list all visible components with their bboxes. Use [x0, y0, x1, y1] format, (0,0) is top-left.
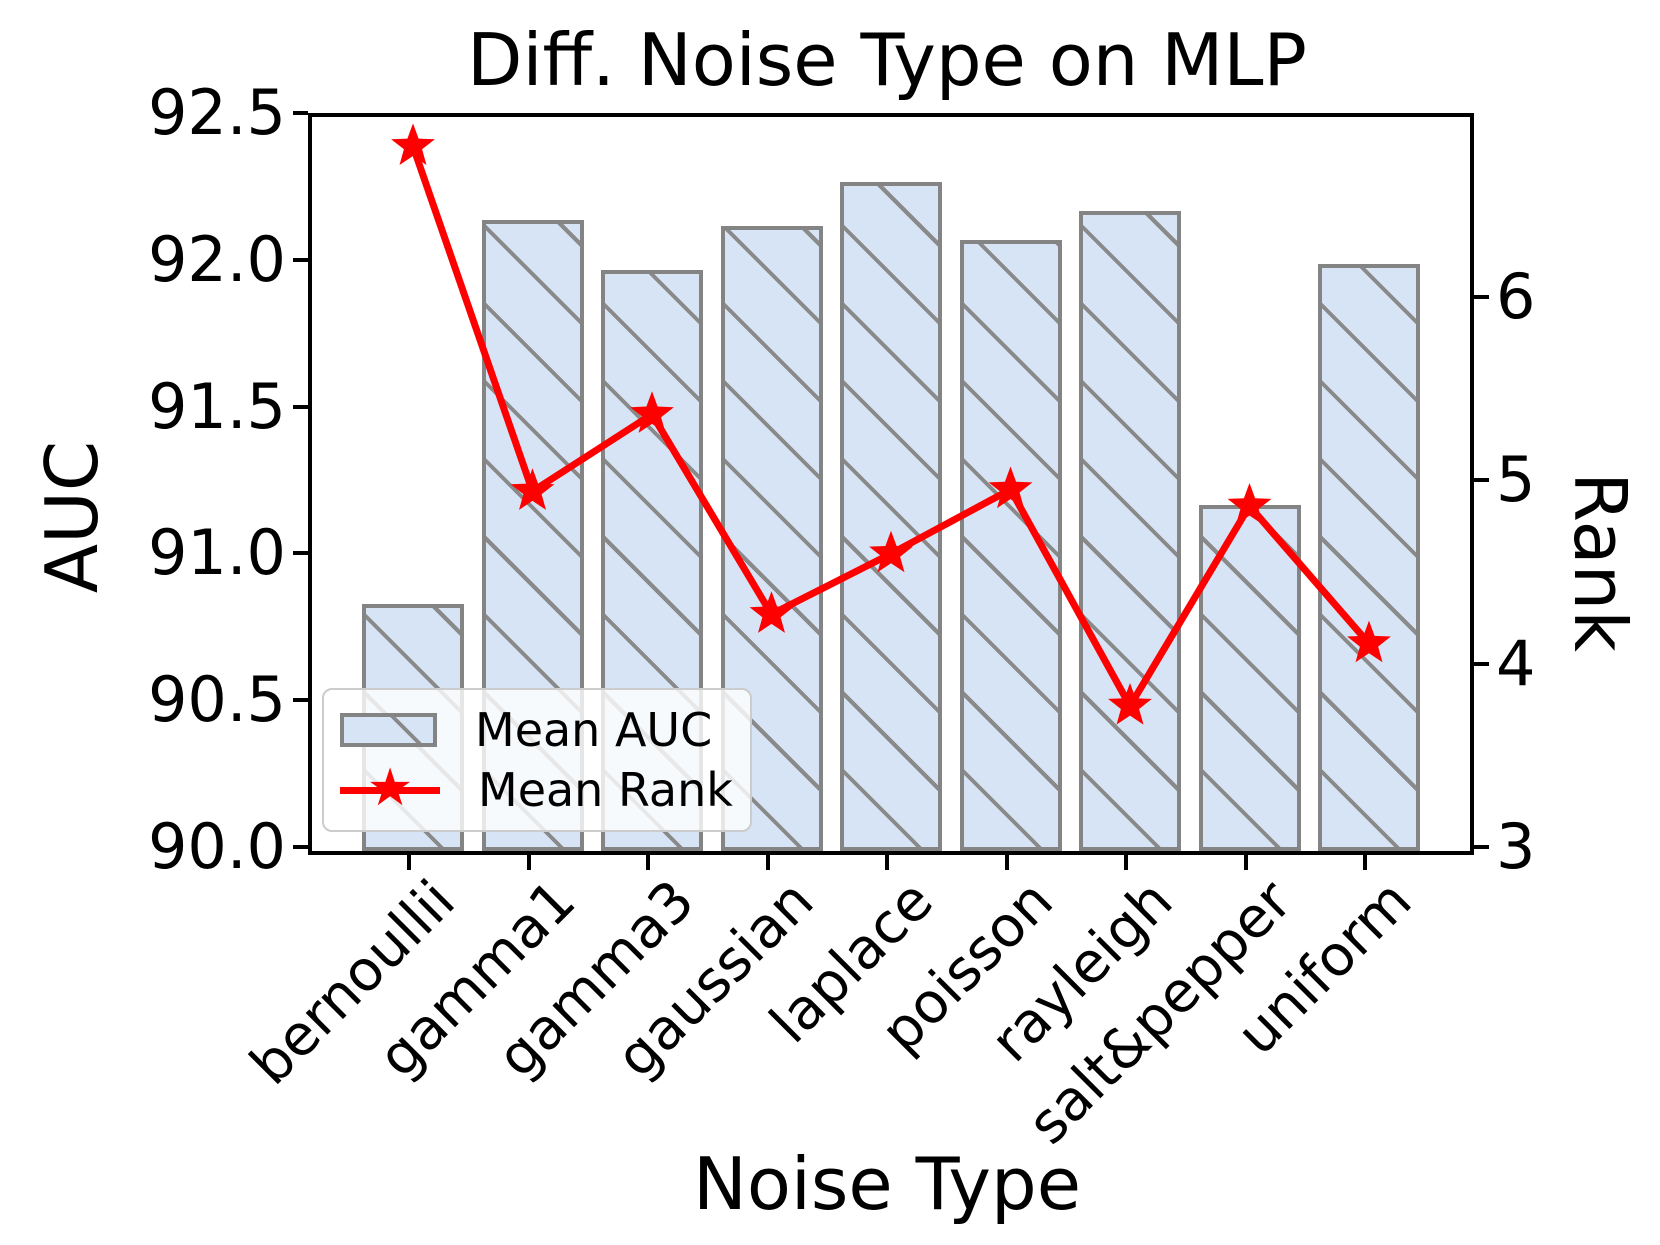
xtick-salt&pepper — [1243, 855, 1248, 870]
xtick-bernoullii — [407, 855, 411, 870]
ytick-label-right-4: 4 — [1496, 626, 1536, 700]
ytick-left-92.5 — [293, 111, 308, 115]
star-marker-uniform — [1347, 620, 1391, 663]
xtick-rayleigh — [1124, 855, 1128, 870]
ytick-left-92.0 — [293, 257, 308, 262]
star-marker-gamma3 — [630, 391, 674, 433]
legend-item-mean-rank: ★ Mean Rank — [340, 762, 750, 817]
xtick-laplace — [885, 855, 889, 870]
legend-item-mean-auc: Mean AUC — [340, 703, 750, 757]
ytick-label-left-91.5: 91.5 — [147, 369, 286, 443]
ytick-right-4 — [1474, 661, 1489, 666]
ytick-label-left-90.0: 90.0 — [147, 810, 286, 883]
ytick-left-90.0 — [293, 845, 308, 849]
ytick-right-3 — [1474, 845, 1489, 849]
legend-label-mean-auc: Mean AUC — [475, 703, 713, 757]
mean-rank-line-layer — [391, 123, 1391, 725]
ytick-label-right-6: 6 — [1496, 259, 1536, 333]
ytick-right-6 — [1474, 294, 1489, 299]
star-marker-gamma1 — [510, 468, 555, 510]
star-marker-laplace — [869, 530, 913, 573]
mean-rank-line — [409, 145, 1372, 714]
ytick-label-left-90.5: 90.5 — [147, 663, 286, 737]
x-axis-label: Noise Type — [693, 1142, 1081, 1226]
xtick-gamma1 — [526, 855, 531, 870]
bar-uniform — [1318, 263, 1420, 851]
ytick-label-left-91.0: 91.0 — [147, 516, 286, 590]
ytick-label-right-3: 3 — [1496, 810, 1536, 883]
legend-label-mean-rank: Mean Rank — [478, 763, 733, 817]
xtick-poisson — [1004, 855, 1009, 870]
mean-auc-swatch-icon — [340, 713, 437, 747]
star-marker-poisson — [988, 466, 1033, 509]
bar-salt&pepper — [1198, 504, 1301, 851]
star-marker-gaussian — [749, 591, 794, 633]
xtick-gaussian — [765, 855, 770, 870]
mean-rank-marker-icon: ★ — [340, 762, 440, 816]
star-marker-rayleigh — [1108, 683, 1152, 725]
bar-rayleigh — [1079, 210, 1181, 851]
red-line-icon — [340, 787, 440, 794]
bar-laplace — [840, 181, 942, 851]
ytick-left-90.5 — [293, 698, 308, 703]
ytick-right-5 — [1474, 478, 1489, 482]
xtick-gamma3 — [646, 855, 650, 870]
xtick-uniform — [1363, 855, 1367, 870]
star-marker-bernoullii — [391, 123, 435, 165]
chart-title: Diff. Noise Type on MLP — [467, 18, 1307, 102]
ytick-label-left-92.0: 92.0 — [147, 222, 286, 296]
ytick-left-91.5 — [293, 404, 308, 409]
ytick-left-91.0 — [293, 551, 308, 556]
ytick-label-left-92.5: 92.5 — [147, 76, 286, 149]
y-axis-label-right: Rank — [1558, 472, 1642, 652]
legend: Mean AUC ★ Mean Rank — [322, 688, 752, 832]
ytick-label-right-5: 5 — [1496, 443, 1536, 516]
star-marker-salt&pepper — [1227, 483, 1272, 525]
